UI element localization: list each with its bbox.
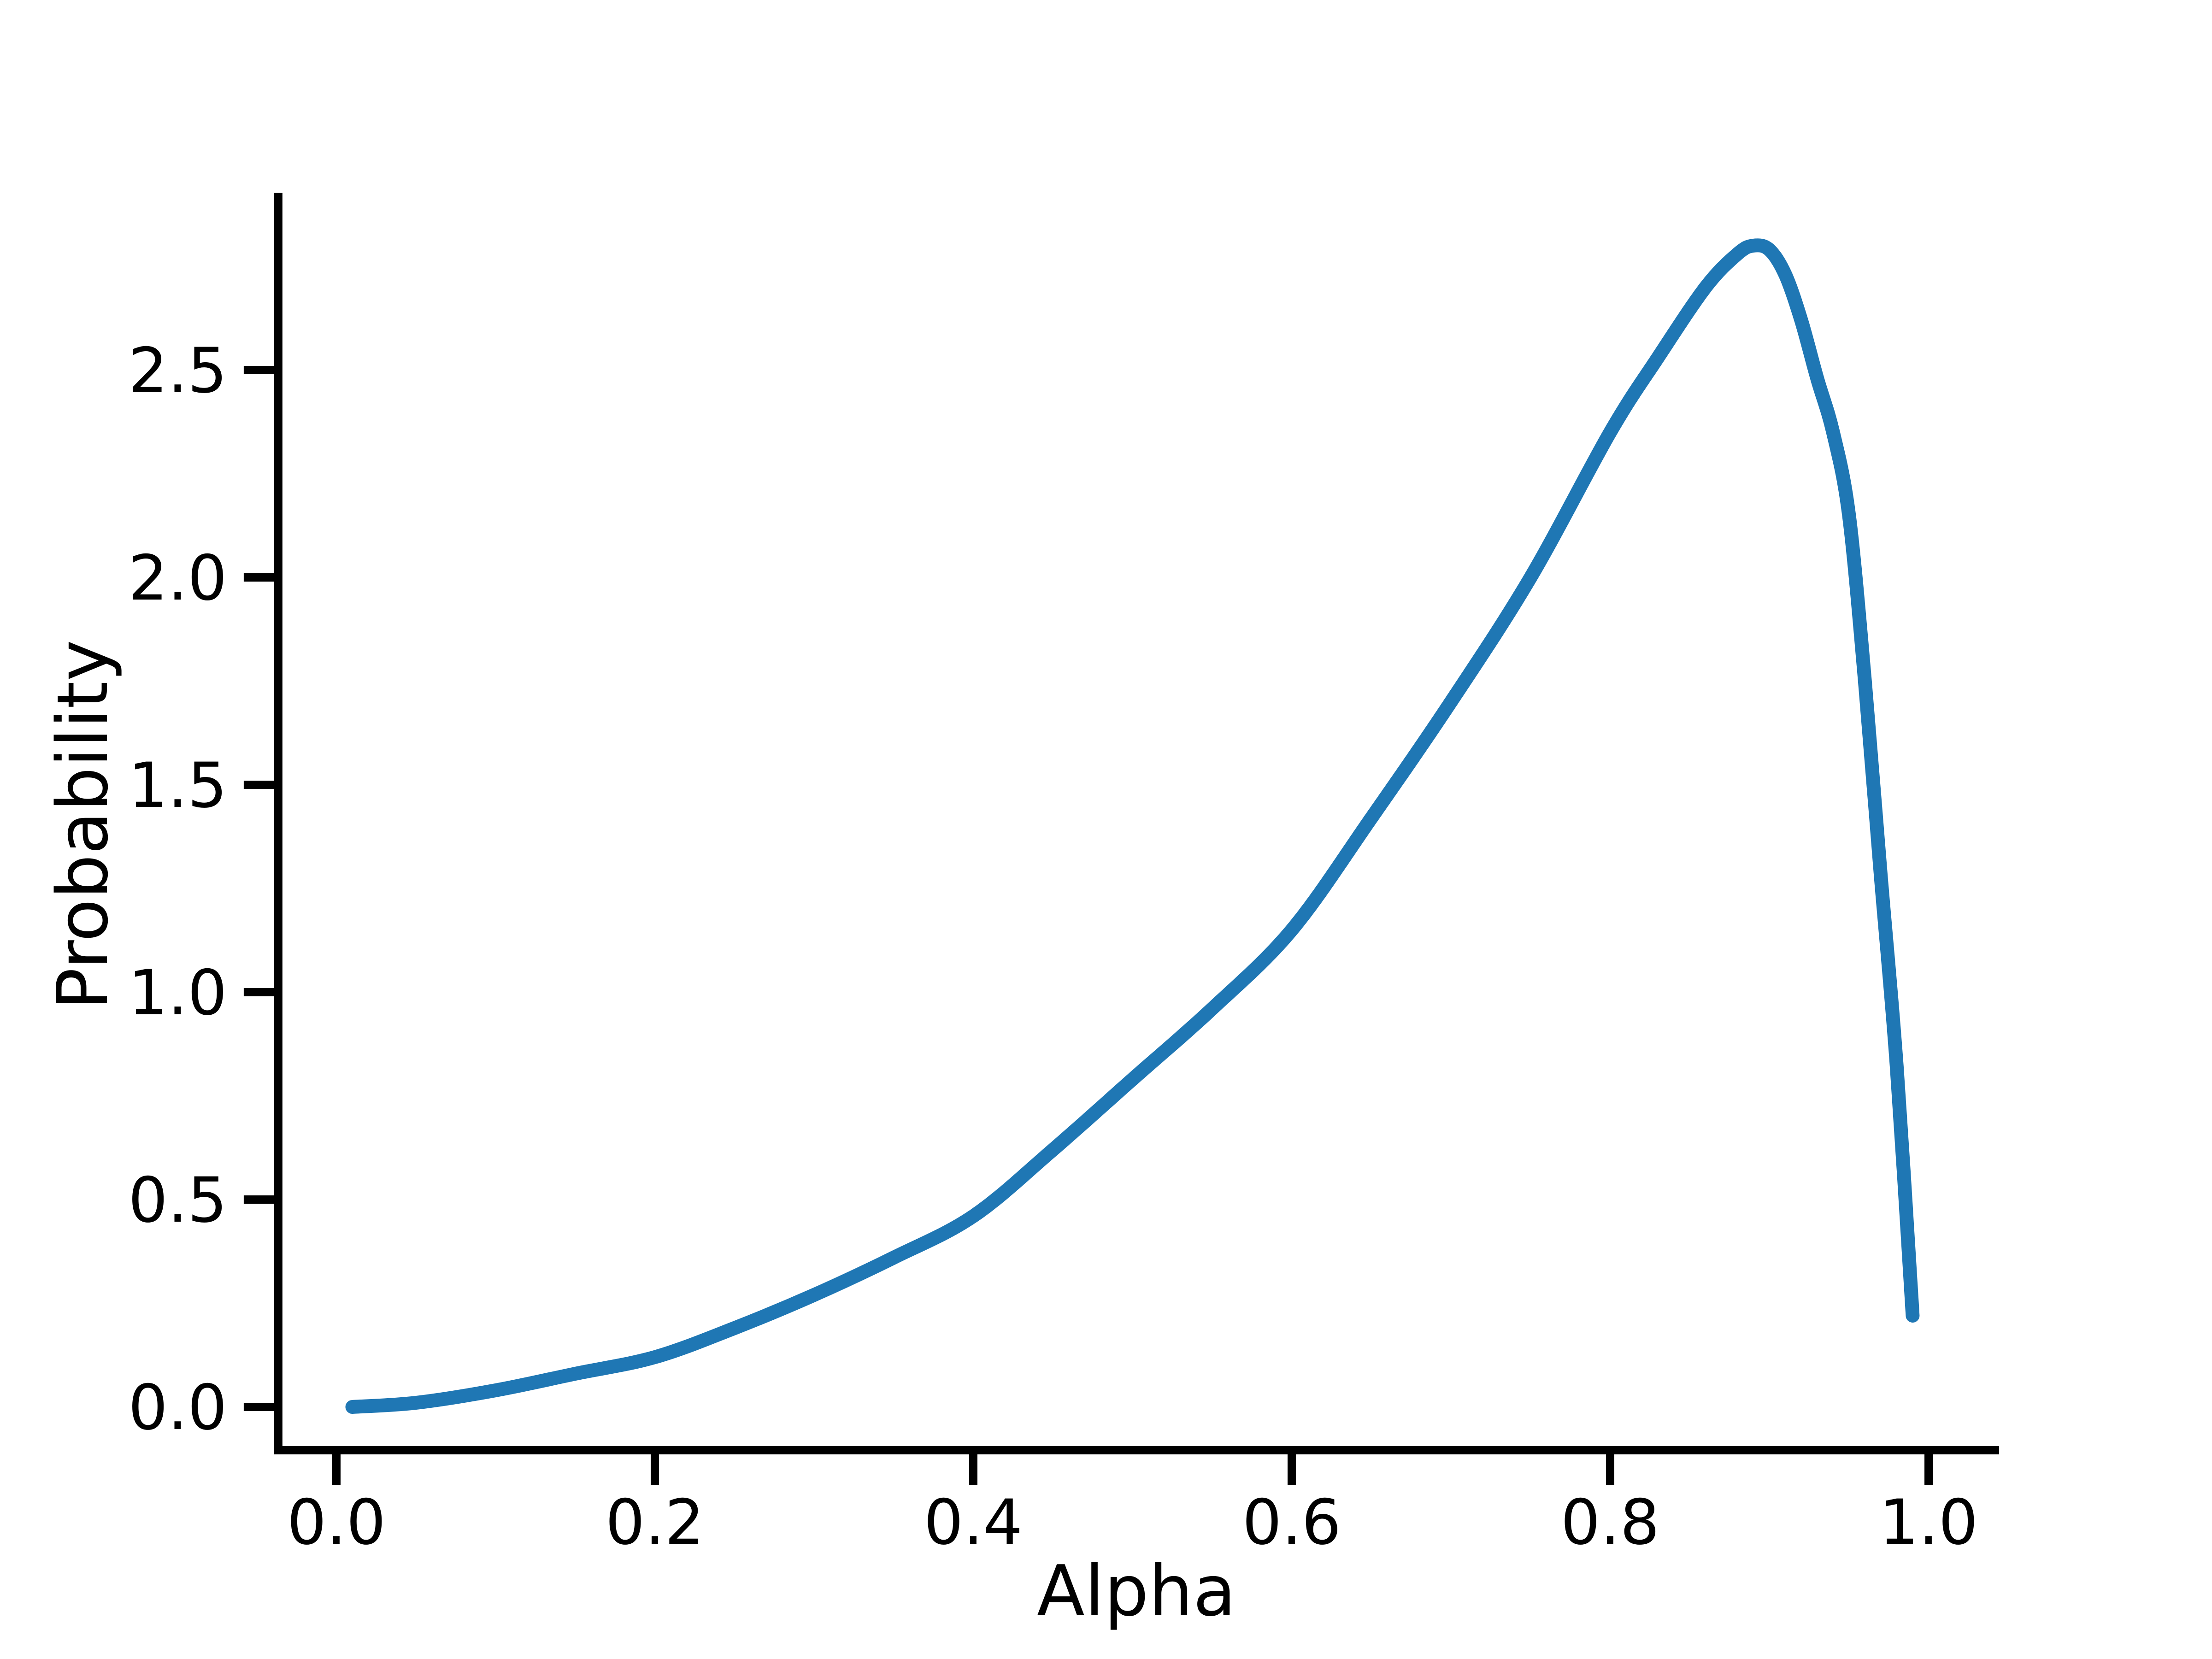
x-axis-label: Alpha: [1037, 1550, 1236, 1632]
x-tick-label: 0.6: [1242, 1486, 1341, 1559]
y-tick-label: 2.5: [128, 335, 227, 407]
x-tick-label: 0.0: [287, 1486, 386, 1559]
x-tick-label: 0.4: [924, 1486, 1023, 1559]
x-tick-label: 1.0: [1879, 1486, 1978, 1559]
y-axis-ticks: [243, 366, 278, 1411]
y-axis-tick-labels: 0.0 0.5 1.0 1.5 2.0 2.5: [128, 335, 227, 1444]
x-axis-tick-labels: 0.0 0.2 0.4 0.6 0.8 1.0: [287, 1486, 1978, 1559]
y-tick-label: 0.0: [128, 1371, 227, 1444]
y-axis-label: Probability: [42, 640, 124, 1010]
x-axis-ticks: [332, 1450, 1933, 1485]
y-tick-label: 1.0: [128, 957, 227, 1029]
x-tick-label: 0.8: [1561, 1486, 1660, 1559]
axis-spines: [274, 193, 2000, 1455]
y-tick-label: 0.5: [128, 1164, 227, 1236]
x-tick-label: 0.2: [606, 1486, 705, 1559]
y-tick-label: 2.0: [128, 542, 227, 614]
probability-curve: [345, 238, 1920, 1414]
y-tick-label: 1.5: [128, 749, 227, 822]
